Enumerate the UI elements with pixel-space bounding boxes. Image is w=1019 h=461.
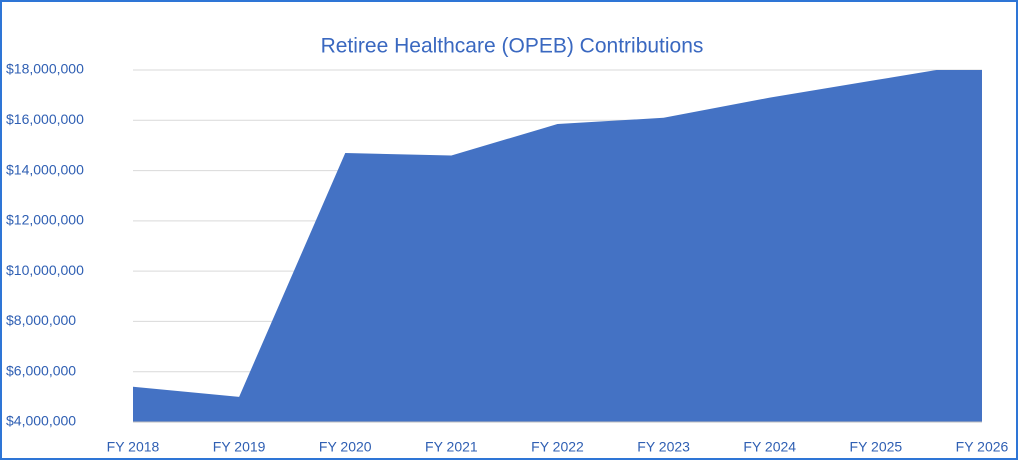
y-tick-label: $4,000,000 <box>6 413 76 429</box>
y-tick-label: $12,000,000 <box>6 212 84 228</box>
y-tick-label: $16,000,000 <box>6 111 84 127</box>
x-tick-label: FY 2019 <box>213 439 266 455</box>
x-tick-label: FY 2022 <box>531 439 584 455</box>
y-tick-label: $6,000,000 <box>6 362 76 378</box>
y-tick-label: $18,000,000 <box>6 61 84 77</box>
y-tick-label: $14,000,000 <box>6 161 84 177</box>
x-tick-label: FY 2024 <box>743 439 796 455</box>
x-tick-label: FY 2026 <box>956 439 1009 455</box>
x-tick-label: FY 2021 <box>425 439 478 455</box>
x-tick-label: FY 2023 <box>637 439 690 455</box>
area <box>133 70 982 422</box>
y-tick-label: $8,000,000 <box>6 312 76 328</box>
x-tick-label: FY 2025 <box>850 439 903 455</box>
x-tick-label: FY 2020 <box>319 439 372 455</box>
y-tick-label: $10,000,000 <box>6 262 84 278</box>
chart-title: Retiree Healthcare (OPEB) Contributions <box>321 35 704 58</box>
x-tick-label: FY 2018 <box>107 439 160 455</box>
